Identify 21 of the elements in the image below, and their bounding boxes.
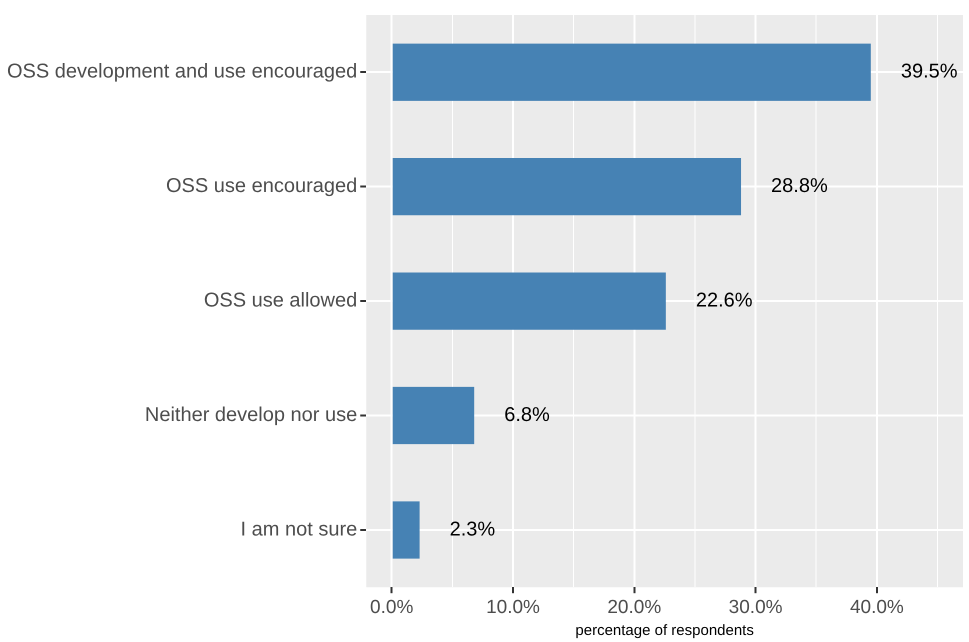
bar [392, 386, 474, 444]
y-tick-label: OSS development and use encouraged [6, 60, 358, 83]
x-tick-label: 30.0% [728, 596, 783, 618]
x-axis-title: percentage of respondents [575, 622, 754, 640]
y-tick-label: OSS use allowed [204, 290, 358, 312]
x-tick-label: 10.0% [486, 596, 540, 618]
data-label: 39.5% [900, 60, 958, 83]
y-tick-label: I am not sure [240, 518, 358, 540]
bar [392, 158, 742, 216]
data-label: 22.6% [696, 290, 753, 312]
y-tick-label: OSS use encouraged [166, 175, 358, 198]
y-tick-label: Neither develop nor use [144, 404, 358, 426]
bar [392, 44, 871, 101]
data-label: 28.8% [771, 175, 828, 198]
bar [392, 501, 420, 559]
bar [392, 272, 666, 330]
x-tick-label: 40.0% [850, 596, 904, 618]
x-tick-label: 0.0% [370, 596, 414, 618]
data-label: 6.8% [504, 404, 550, 426]
data-label: 2.3% [450, 518, 496, 540]
x-tick-label: 20.0% [607, 596, 662, 618]
